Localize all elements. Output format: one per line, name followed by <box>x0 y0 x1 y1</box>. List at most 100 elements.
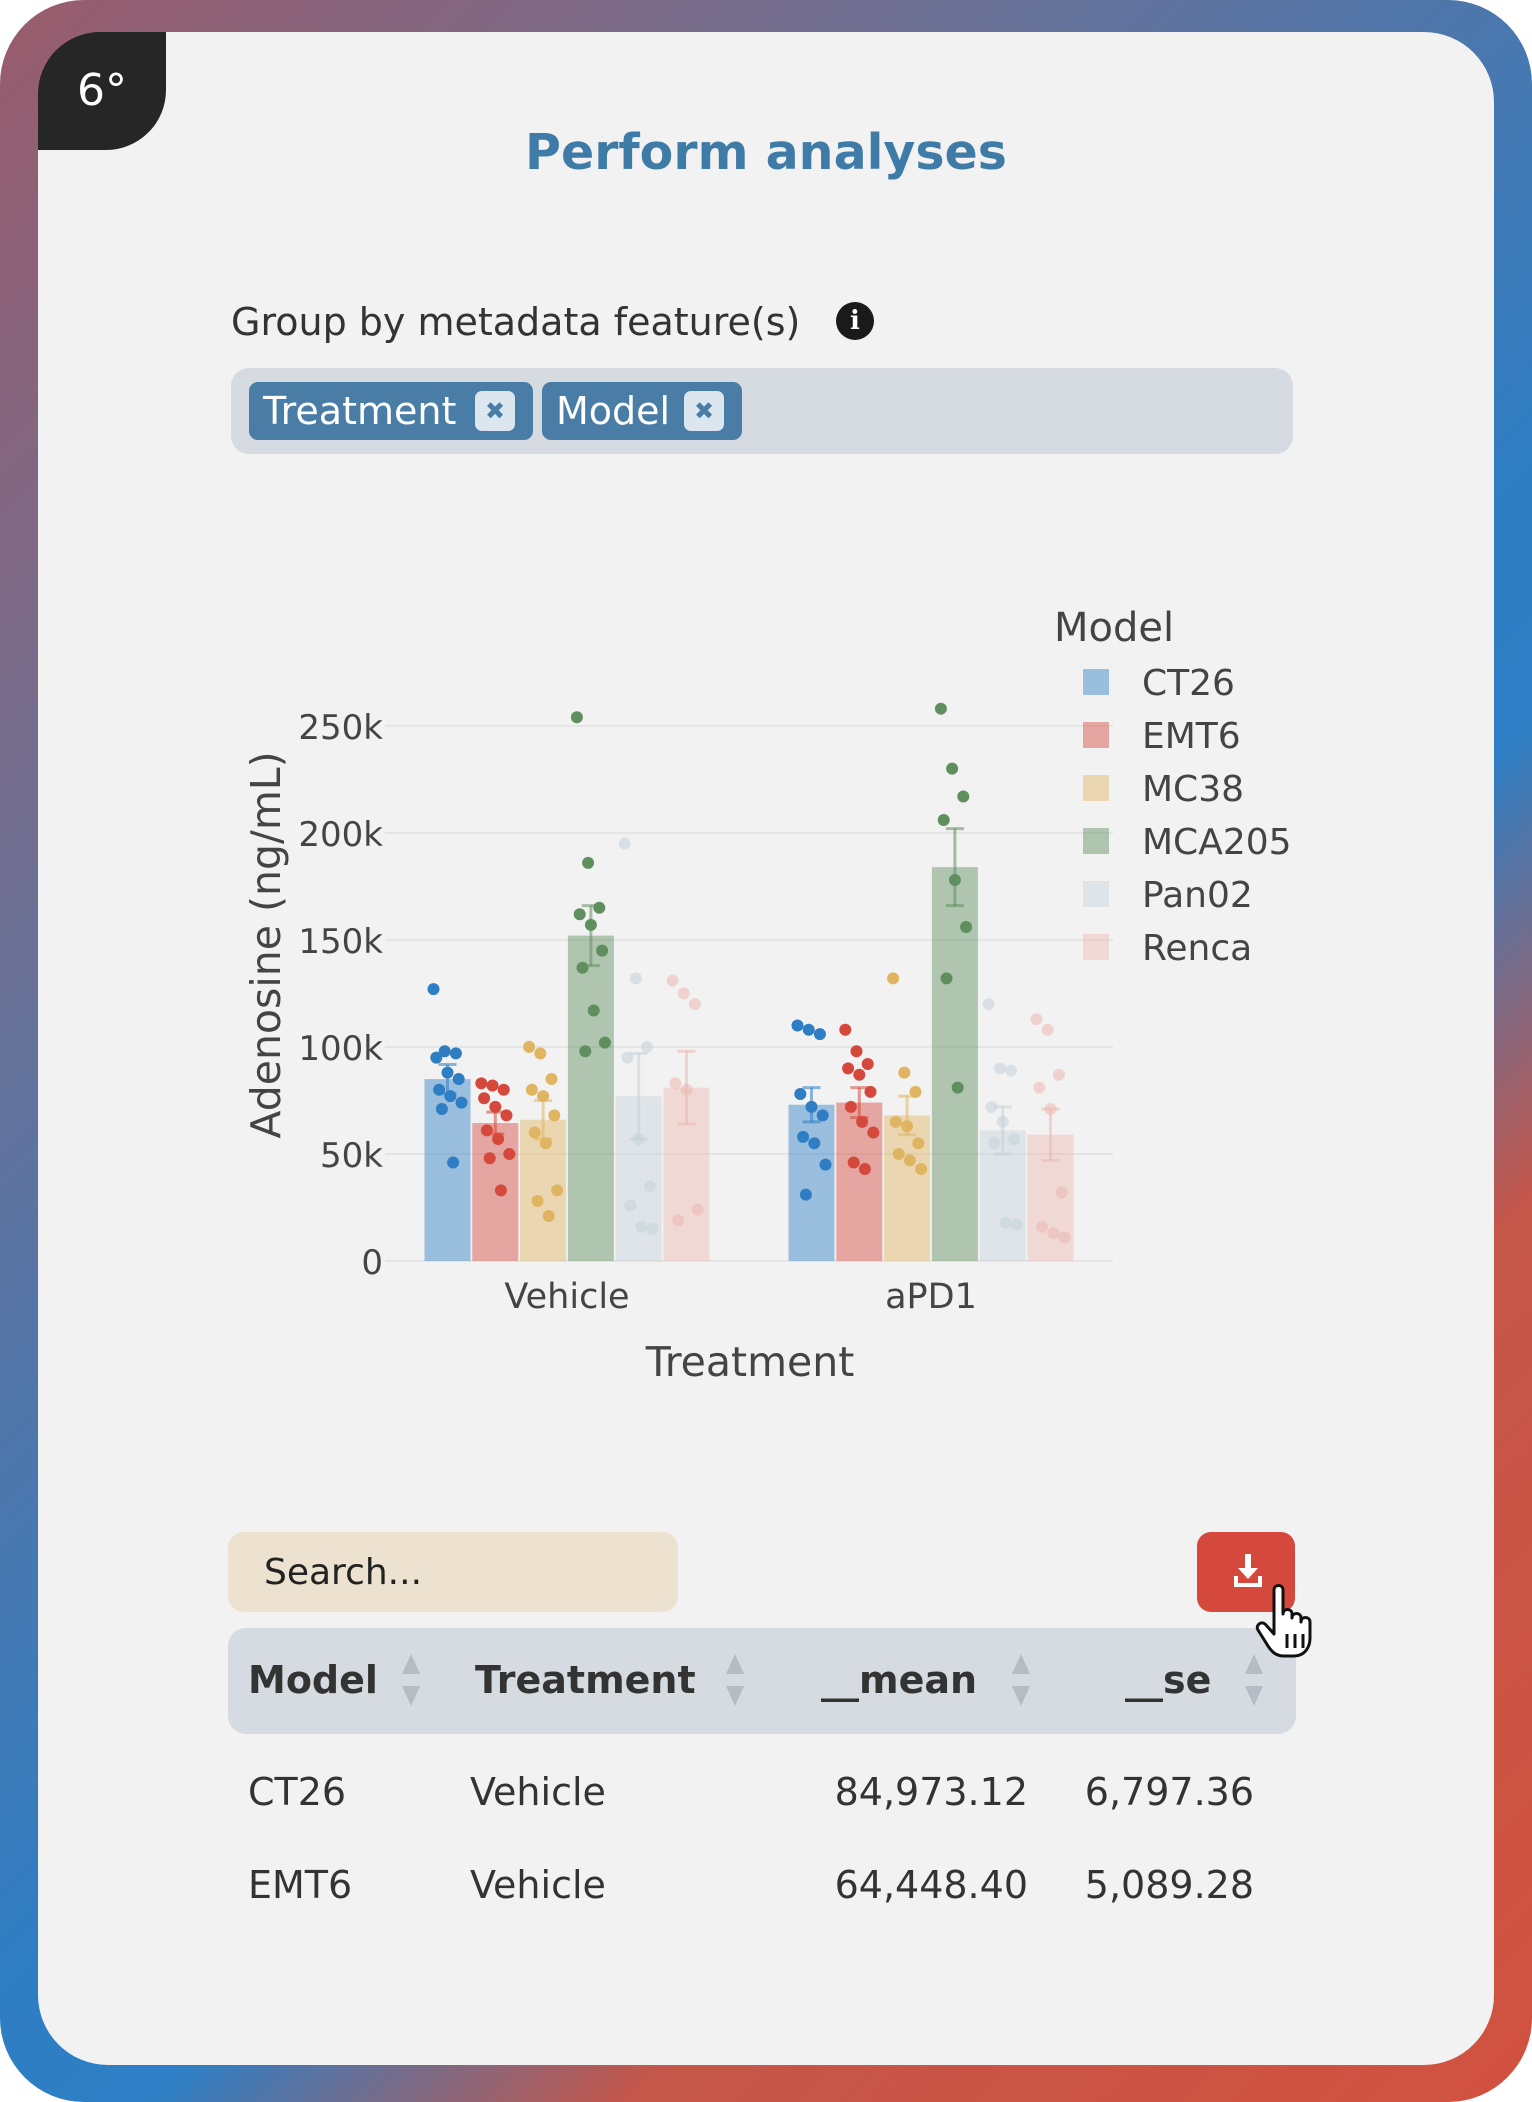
data-point-renca <box>1036 1220 1049 1233</box>
data-point-renca <box>1030 1013 1043 1026</box>
data-point-ct26 <box>799 1188 812 1201</box>
data-point-pan02 <box>985 1100 998 1113</box>
data-point-mca205 <box>940 972 953 985</box>
data-point-emt6 <box>861 1058 874 1071</box>
data-point-mca205 <box>934 702 947 715</box>
data-point-ct26 <box>794 1088 807 1101</box>
legend-swatch-ct26 <box>1083 669 1109 695</box>
table-cell: EMT6 <box>248 1863 353 1907</box>
data-point-emt6 <box>503 1147 516 1160</box>
data-point-mca205 <box>951 1081 964 1094</box>
data-point-mc38 <box>892 1147 905 1160</box>
data-point-mc38 <box>545 1073 558 1086</box>
data-point-ct26 <box>441 1066 454 1079</box>
data-point-mc38 <box>909 1085 922 1098</box>
data-point-ct26 <box>452 1073 465 1086</box>
data-point-emt6 <box>492 1132 505 1145</box>
data-point-emt6 <box>483 1152 496 1165</box>
column-header-mean[interactable]: __mean <box>821 1658 978 1702</box>
data-point-ct26 <box>447 1156 460 1169</box>
data-point-ct26 <box>791 1019 804 1032</box>
data-point-pan02 <box>996 1115 1009 1128</box>
data-point-mca205 <box>579 1045 592 1058</box>
data-point-mc38 <box>898 1066 911 1079</box>
bar-chart: 0 50k 100k 150k 200k 250k Vehicle aPD1 Treatme… <box>242 605 1292 1386</box>
table-cell: Vehicle <box>470 1863 606 1907</box>
data-point-ct26 <box>430 1051 443 1064</box>
legend-swatch-pan02 <box>1083 881 1109 907</box>
data-point-ct26 <box>797 1130 810 1143</box>
data-point-mc38 <box>548 1109 561 1122</box>
legend-swatch-mc38 <box>1083 775 1109 801</box>
data-point-mca205 <box>570 711 583 724</box>
data-point-mca205 <box>593 901 606 914</box>
data-point-pan02 <box>982 998 995 1011</box>
sort-icon[interactable] <box>724 1652 746 1708</box>
data-point-mc38 <box>887 972 900 985</box>
column-header-treatment[interactable]: Treatment <box>475 1658 696 1702</box>
data-point-renca <box>677 987 690 1000</box>
data-point-mca205 <box>598 1036 611 1049</box>
legend-label-pan02: Pan02 <box>1142 875 1253 916</box>
step-badge: 6° <box>38 32 166 150</box>
data-point-mc38 <box>525 1083 538 1096</box>
data-point-renca <box>1052 1068 1065 1081</box>
data-point-pan02 <box>646 1222 659 1235</box>
table-header: Model Treatment __mean __se <box>228 1628 1296 1734</box>
sort-icon[interactable] <box>1243 1652 1265 1708</box>
y-tick-label: 200k <box>298 815 383 855</box>
data-point-mc38 <box>542 1210 555 1223</box>
data-point-ct26 <box>438 1045 451 1058</box>
sort-icon[interactable] <box>1010 1652 1032 1708</box>
chart-bars <box>424 702 1074 1261</box>
legend-label-mca205: MCA205 <box>1142 822 1292 863</box>
download-icon <box>1234 1554 1262 1587</box>
page-title: Perform analyses <box>525 124 1007 181</box>
data-point-mc38 <box>915 1162 928 1175</box>
x-tick-label: Vehicle <box>504 1277 629 1317</box>
data-point-emt6 <box>844 1100 857 1113</box>
y-tick-label: 50k <box>320 1136 383 1176</box>
data-point-ct26 <box>427 983 440 996</box>
tag-treatment: Treatment ✖ <box>249 382 533 440</box>
y-tick-label: 250k <box>298 708 383 748</box>
remove-tag-model-icon[interactable]: ✖ <box>684 391 724 431</box>
column-header-se[interactable]: __se <box>1125 1658 1212 1702</box>
table-cell: CT26 <box>248 1770 347 1814</box>
data-point-renca <box>680 1083 693 1096</box>
data-point-emt6 <box>486 1079 499 1092</box>
legend-label-mc38: MC38 <box>1142 769 1244 810</box>
data-point-ct26 <box>433 1083 446 1096</box>
data-point-renca <box>1033 1081 1046 1094</box>
search-input[interactable] <box>228 1532 678 1612</box>
data-point-emt6 <box>839 1023 852 1036</box>
data-point-pan02 <box>632 1132 645 1145</box>
data-point-ct26 <box>819 1158 832 1171</box>
data-point-pan02 <box>641 1040 654 1053</box>
info-icon[interactable]: i <box>836 302 874 340</box>
data-point-pan02 <box>1007 1132 1020 1145</box>
group-by-select[interactable]: Treatment ✖ Model ✖ <box>231 368 1293 454</box>
data-point-ct26 <box>802 1023 815 1036</box>
tag-model: Model ✖ <box>542 382 742 440</box>
data-point-emt6 <box>842 1062 855 1075</box>
data-point-ct26 <box>808 1137 821 1150</box>
bar-mc38 <box>884 1115 931 1261</box>
data-point-emt6 <box>480 1124 493 1137</box>
legend-label-renca: Renca <box>1142 928 1252 969</box>
table-cell: 64,448.40 <box>834 1863 1028 1907</box>
data-point-ct26 <box>816 1109 829 1122</box>
legend-label-emt6: EMT6 <box>1142 716 1241 757</box>
legend-swatch-renca <box>1083 934 1109 960</box>
data-point-mca205 <box>946 762 959 775</box>
data-point-emt6 <box>850 1045 863 1058</box>
column-header-model[interactable]: Model <box>248 1658 378 1702</box>
data-point-mca205 <box>573 908 586 921</box>
bar-ct26 <box>788 1104 835 1261</box>
sort-icon[interactable] <box>400 1652 422 1708</box>
table-cell: 5,089.28 <box>1084 1863 1254 1907</box>
data-point-pan02 <box>643 1180 656 1193</box>
remove-tag-treatment-icon[interactable]: ✖ <box>475 391 515 431</box>
data-point-mca205 <box>948 873 961 886</box>
data-point-mc38 <box>889 1115 902 1128</box>
